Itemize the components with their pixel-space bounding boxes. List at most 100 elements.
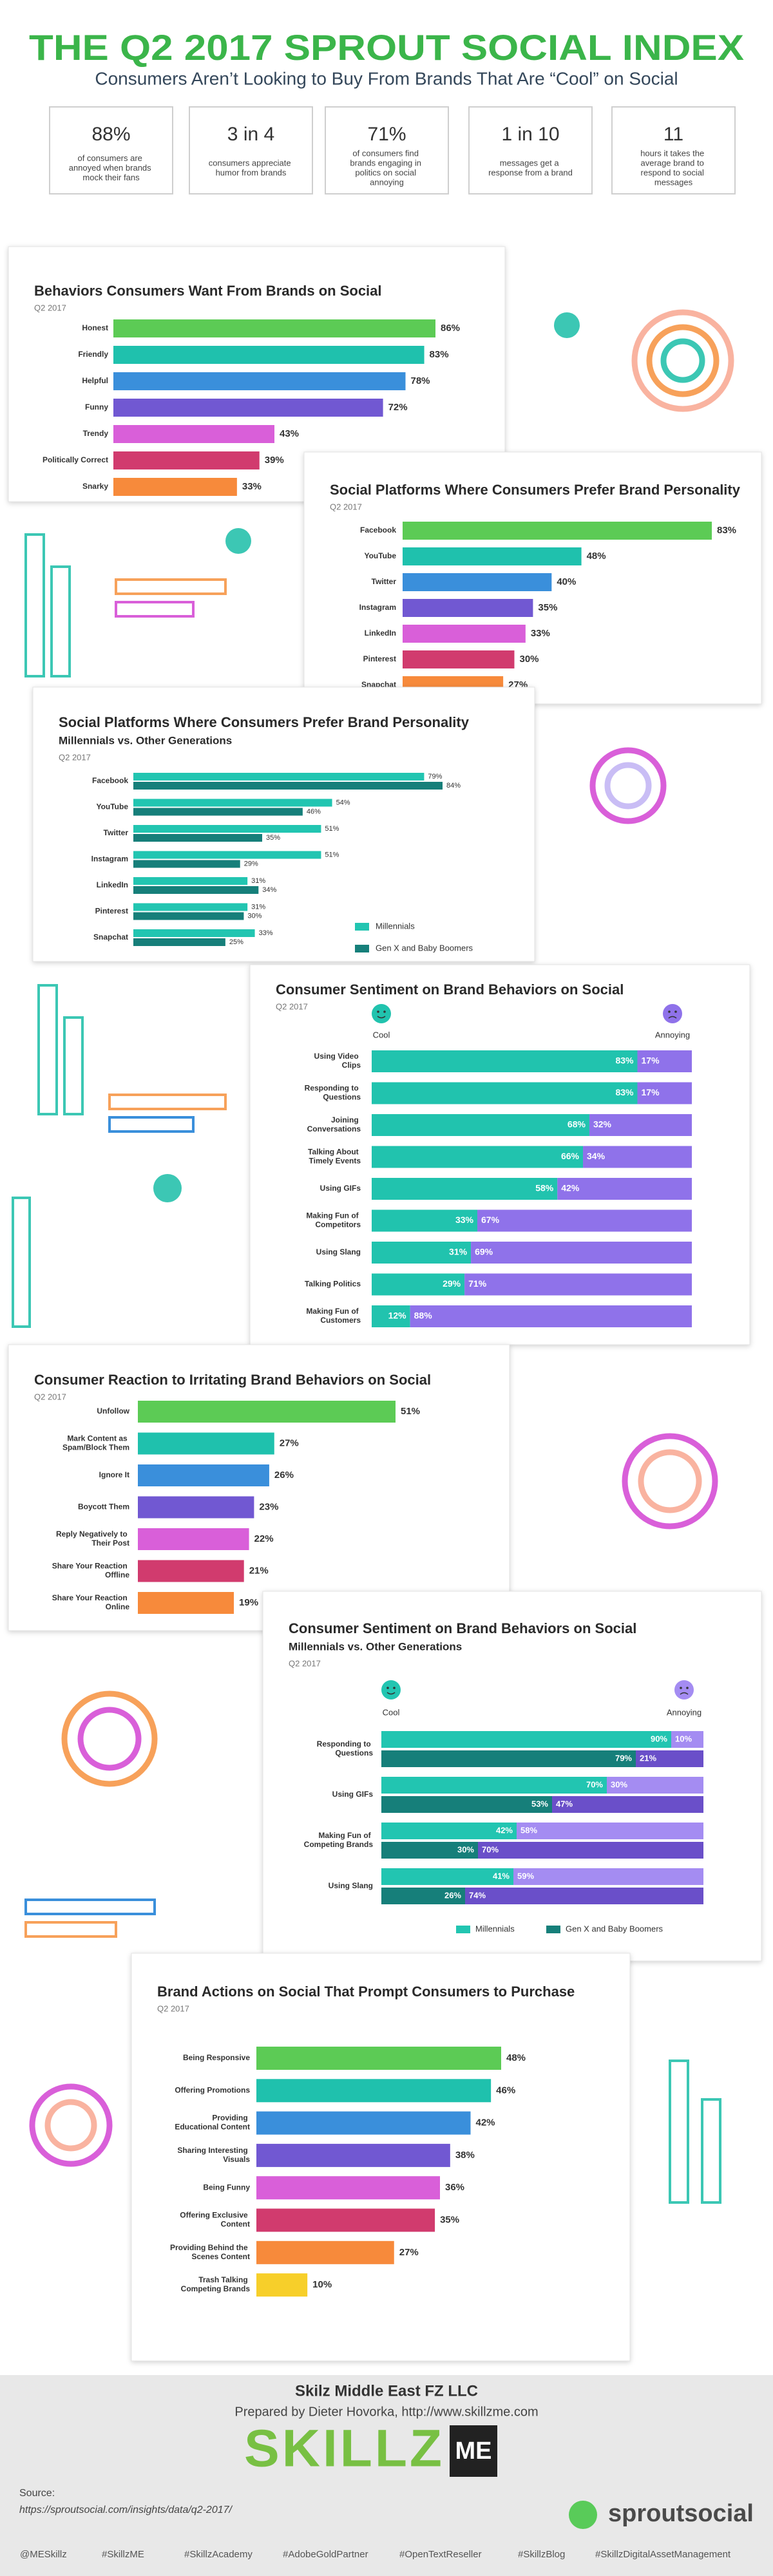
text-line: messages — [654, 178, 693, 187]
bar-segment — [478, 1842, 703, 1859]
category-label: Friendly — [78, 350, 108, 359]
text-line: Their Post — [91, 1539, 129, 1548]
text-line: respond to social — [641, 168, 707, 178]
text-line: annoying — [370, 178, 404, 187]
bar — [133, 825, 321, 833]
bar — [113, 478, 237, 496]
text-line: mock their fans — [82, 173, 140, 182]
chart-card: Social Platforms Where Consumers Prefer … — [303, 451, 762, 705]
decoration — [153, 1174, 182, 1202]
text-line: hours it takes the — [640, 149, 707, 158]
text-line: humor from brands — [216, 168, 287, 178]
category-label: Using GIFs — [332, 1790, 374, 1799]
text-line: Offering Exclusive — [180, 2211, 250, 2220]
category-label: Instagram — [91, 855, 128, 864]
text-line: Making Fun of — [318, 1831, 373, 1840]
bar — [133, 808, 303, 816]
decoration — [108, 1116, 195, 1133]
value-label: 42% — [476, 2117, 495, 2128]
text-line: Questions — [335, 1748, 373, 1757]
bar-segment — [557, 1178, 692, 1200]
decoration — [622, 1433, 718, 1530]
value-label: 30% — [611, 1779, 627, 1789]
value-label: 68% — [568, 1119, 586, 1130]
bar — [113, 346, 425, 364]
bar — [256, 2143, 450, 2167]
value-label: 66% — [561, 1151, 580, 1161]
bar — [256, 2240, 394, 2264]
decoration — [115, 578, 227, 595]
text-line: messages get a — [500, 158, 561, 168]
bar-segment — [372, 1146, 584, 1168]
decoration — [108, 1094, 227, 1110]
value-label: 32% — [593, 1119, 612, 1130]
category-label: Share Your Reaction Online — [52, 1593, 130, 1611]
value-label: 48% — [506, 2052, 526, 2063]
decoration — [225, 528, 251, 554]
category-label: Helpful — [82, 376, 108, 385]
category-label: Talking Politics — [305, 1280, 361, 1289]
text-line: Online — [106, 1602, 130, 1611]
value-label: 43% — [280, 428, 299, 439]
bar — [256, 2176, 440, 2200]
hashtag: #SkillzDigitalAssetManagement — [595, 2549, 731, 2560]
value-label: 26% — [274, 1470, 294, 1481]
legend-swatch — [456, 1926, 470, 1933]
value-label: 40% — [557, 576, 576, 587]
value-label: 70% — [586, 1779, 603, 1789]
hashtag: #SkillzAcademy — [184, 2549, 253, 2560]
value-label: 51% — [401, 1406, 420, 1417]
value-label: 53% — [531, 1799, 548, 1808]
stat-box-bg — [468, 106, 593, 194]
bar-segment — [583, 1146, 692, 1168]
face-icon — [663, 1004, 682, 1023]
bar-segment — [381, 1796, 552, 1813]
value-label: 10% — [312, 2279, 332, 2290]
bar — [133, 851, 321, 859]
bar-segment — [381, 1888, 465, 1904]
legend-swatch — [546, 1926, 560, 1933]
value-label: 31% — [251, 903, 265, 911]
value-label: 67% — [481, 1215, 500, 1225]
face-eye — [686, 1687, 689, 1689]
bar-segment — [372, 1305, 410, 1327]
decoration — [669, 2060, 689, 2204]
category-label: Trash Talking Competing Brands — [181, 2275, 251, 2293]
stat-text: of consumers are annoyed when brands moc… — [69, 153, 154, 182]
text-line: Competitors — [315, 1220, 361, 1229]
bar — [403, 522, 712, 540]
card-bg — [32, 687, 535, 962]
value-label: 25% — [229, 938, 243, 946]
chart-title: Social Platforms Where Consumers Prefer … — [330, 482, 741, 498]
source-url[interactable]: https://sproutsocial.com/insights/data/q… — [19, 2505, 233, 2515]
value-label: 41% — [493, 1871, 510, 1880]
text-line: Mark Content as — [67, 1434, 129, 1443]
stat-box: 88% of consumers are annoyed when brands … — [49, 106, 173, 194]
text-line: Conversations — [307, 1124, 361, 1133]
bar-segment — [636, 1750, 703, 1767]
decoration — [115, 601, 195, 618]
text-line: Customers — [320, 1316, 361, 1325]
value-label: 83% — [615, 1056, 634, 1066]
bar-segment — [464, 1273, 692, 1296]
value-label: 54% — [336, 799, 350, 806]
source-label: Source: — [19, 2488, 55, 2499]
chart-date: Q2 2017 — [34, 303, 66, 312]
text-line: annoyed when brands — [69, 163, 154, 173]
bar — [133, 799, 332, 807]
bar-segment — [381, 1868, 513, 1885]
value-label: 83% — [717, 525, 736, 536]
bar-segment — [372, 1082, 638, 1104]
face-eye — [383, 1010, 386, 1013]
stat-value: 11 — [663, 124, 683, 145]
value-label: 22% — [254, 1533, 274, 1544]
bar — [133, 886, 259, 894]
face-eye — [674, 1010, 677, 1013]
decoration — [589, 747, 667, 824]
decoration — [29, 2083, 113, 2167]
category-label: Twitter — [372, 577, 397, 586]
text-line: of consumers are — [77, 153, 144, 163]
decoration — [638, 1449, 702, 1513]
value-label: 46% — [496, 2085, 515, 2096]
text-line: Providing Behind the — [170, 2243, 250, 2252]
